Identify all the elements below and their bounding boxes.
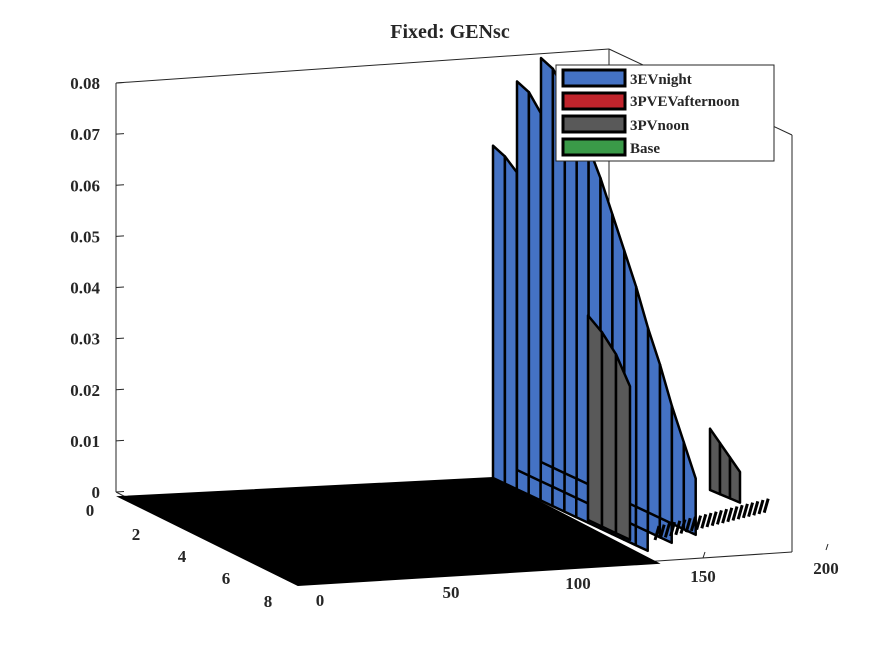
y-tick-label: 8 <box>264 592 273 611</box>
legend-label-3pvevafternoon: 3PVEVafternoon <box>630 94 740 110</box>
legend-entry-base: Base <box>561 137 660 157</box>
z-axis: 0 0.01 0.02 0.03 0.04 0.05 0.06 0.07 0.08 <box>70 74 125 502</box>
surface-edge-line <box>710 511 718 527</box>
surface-panel-3evnight <box>682 441 697 537</box>
z-tick-label: 0.03 <box>70 330 100 349</box>
surface-edge-line <box>674 520 682 536</box>
z-tick-label: 0.04 <box>70 279 100 298</box>
z-tick-label: 0 <box>92 483 101 502</box>
legend-swatch-3pvnoon <box>561 114 627 134</box>
surface-panel-3evnight <box>658 363 674 525</box>
surface-panel-3evnight <box>527 90 543 483</box>
surface-edge-line <box>695 515 703 531</box>
x-tick-label: 50 <box>443 583 460 602</box>
z-tick-label: 0.01 <box>70 432 100 451</box>
surface-edge-line <box>689 516 697 532</box>
z-tick-mark <box>115 82 125 84</box>
surface-panel-3evnight <box>491 144 507 485</box>
legend-swatch-3pvevafternoon <box>561 91 627 111</box>
surface-panel-3pvnoon <box>708 427 722 496</box>
surface-panel-3evnight <box>670 404 686 531</box>
z-tick-mark <box>115 439 125 442</box>
surface-panel-3evnight <box>515 80 531 477</box>
surface-edge-line <box>741 503 749 519</box>
surface-edge-line <box>762 498 770 514</box>
surface-edge-line <box>715 509 723 525</box>
box-back-top-edge <box>115 48 610 84</box>
x-tick-mark <box>825 543 829 551</box>
surface-edge-line <box>721 508 729 524</box>
legend: 3EVnight 3PVEVafternoon 3PVnoon Base <box>555 64 775 162</box>
surface-edge-line <box>736 504 744 520</box>
z-tick-mark <box>115 133 125 135</box>
surface-panel-3pvnoon <box>600 331 618 535</box>
surface-edge-line <box>663 522 671 538</box>
z-tick-label: 0.08 <box>70 74 100 93</box>
x-tick-label: 200 <box>813 559 839 578</box>
surface-panel-3evnight <box>503 155 519 491</box>
surface-panel-3pvnoon <box>614 353 632 542</box>
floor-surface <box>116 476 661 587</box>
surface-edge-line <box>752 500 760 516</box>
surface-panel-3evnight <box>634 285 650 514</box>
surface-edge-line <box>669 521 677 537</box>
z-tick-mark <box>115 337 125 340</box>
y-tick-label: 4 <box>178 547 187 566</box>
surface-edge-line <box>653 525 661 541</box>
legend-label-3pvnoon: 3PVnoon <box>630 118 690 134</box>
z-tick-label: 0.02 <box>70 381 100 400</box>
surface-edge-line <box>700 513 708 529</box>
x-tick-label: 100 <box>565 574 591 593</box>
surface-panel-3evnight <box>646 327 662 520</box>
legend-label-3evnight: 3EVnight <box>630 72 692 88</box>
surface-panel-3pvnoon <box>718 441 732 500</box>
y-tick-label: 0 <box>86 501 95 520</box>
legend-label-base: Base <box>630 141 660 157</box>
surface-edge-line <box>679 519 687 534</box>
surface-edge-line <box>731 506 739 521</box>
surface-edge-line <box>757 499 765 515</box>
x-tick-label: 0 <box>316 591 325 610</box>
legend-entry-3pvevafternoon: 3PVEVafternoon <box>561 91 740 111</box>
z-tick-mark <box>115 388 125 391</box>
z-tick-label: 0.06 <box>70 176 100 195</box>
x-tick-label: 150 <box>690 567 716 586</box>
surface-edge-line <box>658 524 666 540</box>
surface-edge-line <box>684 517 692 533</box>
legend-swatch-base <box>561 137 627 157</box>
z-tick-mark <box>115 491 125 493</box>
x-tick-mark <box>702 551 706 559</box>
legend-entry-3evnight: 3EVnight <box>561 68 692 88</box>
surface-edge-line <box>705 512 713 528</box>
z-tick-label: 0.07 <box>70 125 100 144</box>
y-tick-label: 2 <box>132 525 141 544</box>
z-tick-mark <box>115 235 125 237</box>
z-tick-mark <box>115 184 125 186</box>
surface-panel-3pvnoon <box>586 314 604 528</box>
surface-edge-line <box>747 502 755 518</box>
y-tick-label: 6 <box>222 569 231 588</box>
legend-entry-3pvnoon: 3PVnoon <box>561 114 690 134</box>
chart-title: Fixed: GENsc <box>390 21 510 43</box>
surface-panel-3pvnoon <box>728 456 742 504</box>
z-tick-label: 0.05 <box>70 227 100 246</box>
legend-swatch-3evnight <box>561 68 627 88</box>
surface-panel-3evnight <box>539 56 555 469</box>
z-tick-mark <box>115 286 125 288</box>
surface-edge-line <box>726 507 734 523</box>
